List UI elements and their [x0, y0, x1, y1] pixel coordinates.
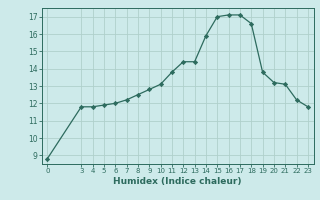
X-axis label: Humidex (Indice chaleur): Humidex (Indice chaleur) [113, 177, 242, 186]
